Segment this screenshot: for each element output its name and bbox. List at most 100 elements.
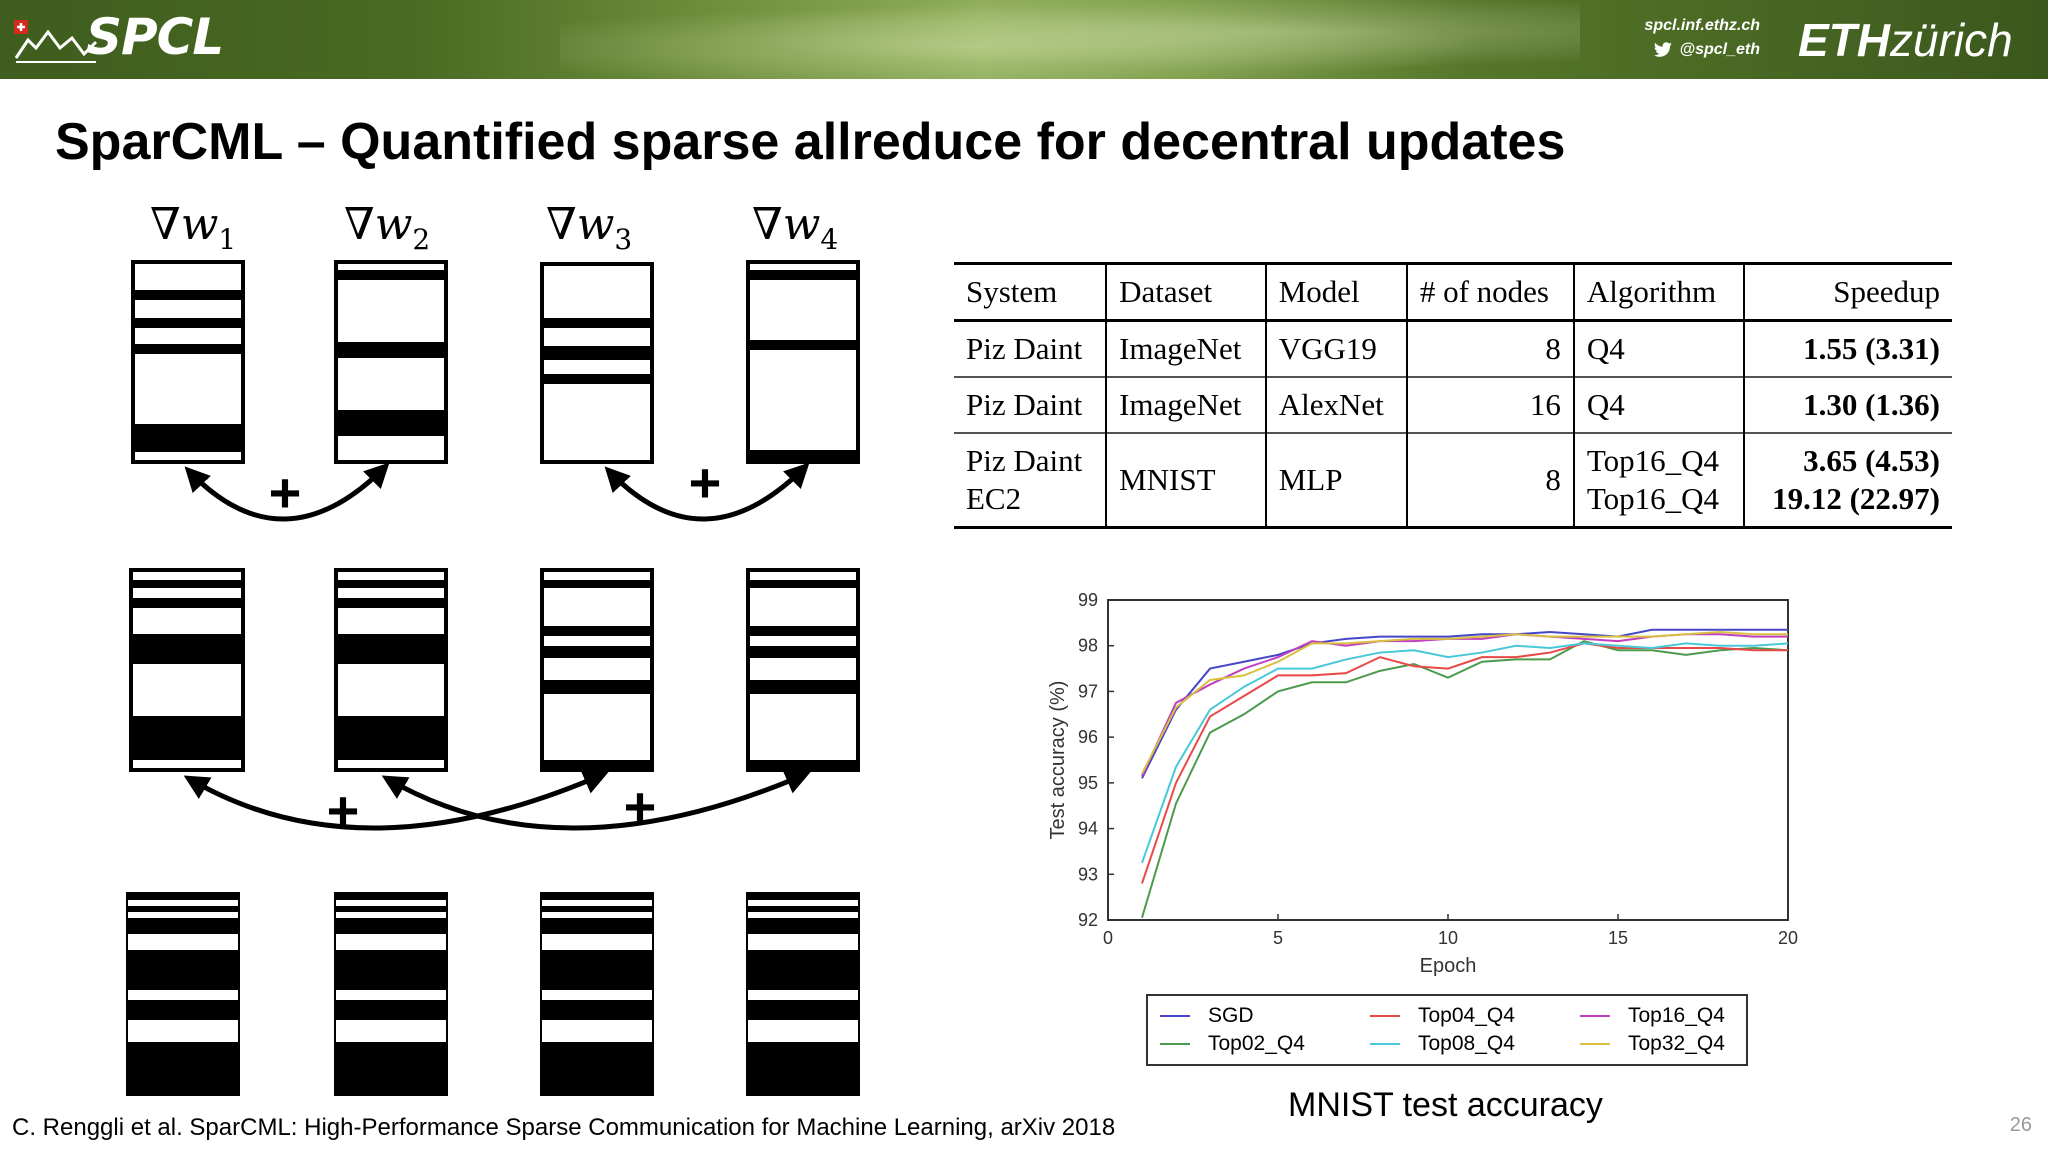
reduce-arrow-1-3 [183,770,609,831]
cell-dataset: ImageNet [1106,377,1267,433]
gradient-symbol: ∇w [150,199,219,250]
gradient-symbol: ∇w [546,199,615,250]
y-tick-label: 92 [1078,910,1098,930]
legend-label: SGD [1208,1004,1254,1027]
x-tick-label: 10 [1438,928,1458,948]
reduced-vector-2 [334,892,448,1096]
cell-speedup: 3.65 (4.53) 19.12 (22.97) [1744,433,1952,528]
reduce-arrow-3-4 [604,462,810,522]
table-row: Piz Daint ImageNet VGG19 8 Q4 1.55 (3.31… [954,320,1952,377]
x-tick-label: 0 [1103,928,1113,948]
cell-nodes: 16 [1406,377,1575,433]
eth-logo-bold: ETH [1798,14,1890,66]
twitter-icon [1654,42,1673,57]
spcl-logo [14,20,98,63]
gradient-label-1: ∇w1 [150,200,236,265]
gradient-vector-2 [334,260,448,464]
header-speedup: Speedup [1833,274,1940,309]
series-line-top08_q4 [1141,642,1789,864]
y-tick-label: 95 [1078,773,1098,793]
series-line-top02_q4 [1141,640,1789,918]
partial-sum-vector-1 [129,568,245,772]
series-line-sgd [1141,628,1788,779]
gradient-label-4: ∇w4 [752,200,838,265]
legend-item: Top08_Q4 [1370,1032,1515,1056]
plus-sign: + [624,775,657,838]
plus-sign: + [327,779,360,842]
reduced-vector-4 [746,892,860,1096]
site-url: spcl.inf.ethz.ch [1644,17,1760,34]
header-model: Model [1265,263,1408,321]
cell-speedup-line2: 19.12 (22.97) [1772,481,1940,516]
accuracy-chart: 0 5 10 15 20 92 93 94 95 96 97 98 99 Epoch Test accura… [1047,590,1798,977]
x-tick-label: 20 [1778,928,1798,948]
legend-label: Top04_Q4 [1418,1004,1515,1027]
header-nodes: # of nodes [1406,263,1575,321]
legend-swatch [1580,1043,1610,1045]
gradient-symbol: ∇w [344,199,413,250]
legend-item: Top16_Q4 [1580,1004,1725,1028]
y-tick-label: 96 [1078,727,1098,747]
cell-nodes: 8 [1406,320,1575,377]
table-header-row: System Dataset Model # of nodes Algorith… [954,263,1952,321]
cell-model: MLP [1265,433,1408,528]
header-banner: SPCL spcl.inf.ethz.ch @spcl_eth ETHzüric… [0,0,2048,79]
cell-model: VGG19 [1265,320,1408,377]
table-row: Piz Daint ImageNet AlexNet 16 Q4 1.30 (1… [954,377,1952,433]
results-table: System Dataset Model # of nodes Algorith… [954,262,1952,529]
plus-sign: + [689,451,722,514]
y-tick-label: 99 [1078,590,1098,610]
banner-mountain-image [560,0,1580,79]
legend-swatch [1580,1015,1610,1017]
cell-system: Piz Daint [954,377,1108,433]
chart-legend: SGD Top02_Q4 Top04_Q4 Top08_Q4 Top16_Q4 Top32… [1146,994,1748,1066]
gradient-vector-3 [540,262,654,464]
cell-algorithm: Q4 [1573,377,1746,433]
gradient-vector-1 [131,260,245,464]
gradient-subscript: 1 [218,222,237,256]
gradient-subscript: 2 [412,222,431,256]
reduced-vector-3 [540,892,654,1096]
page-number: 26 [2009,1114,2032,1136]
x-tick-label: 5 [1273,928,1283,948]
chart-caption: MNIST test accuracy [1288,1086,1603,1124]
cell-speedup-line1: 3.65 (4.53) [1803,443,1940,478]
legend-label: Top32_Q4 [1628,1032,1725,1055]
legend-item: Top32_Q4 [1580,1032,1725,1056]
legend-swatch [1370,1015,1400,1017]
y-tick-label: 98 [1078,636,1098,656]
series-line-top04_q4 [1141,642,1788,884]
legend-swatch [1160,1043,1190,1045]
slide-title: SparCML – Quantified sparse allreduce fo… [55,113,1566,171]
cell-dataset: MNIST [1106,433,1267,528]
header-system: System [954,263,1108,321]
reduce-arrow-2-4 [381,770,811,831]
y-axis-label: Test accuracy (%) [1047,681,1069,840]
spcl-logo-text: SPCL [86,8,224,66]
partial-sum-vector-2 [334,568,448,772]
y-tick-label: 97 [1078,681,1098,701]
header-algorithm: Algorithm [1573,263,1746,321]
site-info: spcl.inf.ethz.ch @spcl_eth [1644,14,1760,66]
cell-system: Piz Daint [954,320,1108,377]
legend-label: Top02_Q4 [1208,1032,1305,1055]
header-dataset: Dataset [1106,263,1267,321]
legend-item: Top02_Q4 [1160,1032,1305,1056]
cell-system: Piz Daint EC2 [954,433,1108,528]
gradient-vector-4 [746,260,860,464]
plus-sign: + [269,461,302,524]
cell-nodes: 8 [1406,433,1575,528]
gradient-label-2: ∇w2 [344,200,430,265]
reduce-arrow-1-2 [184,462,390,522]
cell-dataset: ImageNet [1106,320,1267,377]
legend-item: Top04_Q4 [1370,1004,1515,1028]
gradient-label-3: ∇w3 [546,200,632,265]
legend-label: Top08_Q4 [1418,1032,1515,1055]
gradient-subscript: 4 [820,222,839,256]
x-axis-label: Epoch [1420,955,1477,977]
citation: C. Renggli et al. SparCML: High-Performa… [12,1114,1116,1141]
reduced-vector-1 [126,892,240,1096]
twitter-handle: @spcl_eth [1679,41,1760,58]
cell-algorithm-line2: Top16_Q4 [1586,481,1720,516]
